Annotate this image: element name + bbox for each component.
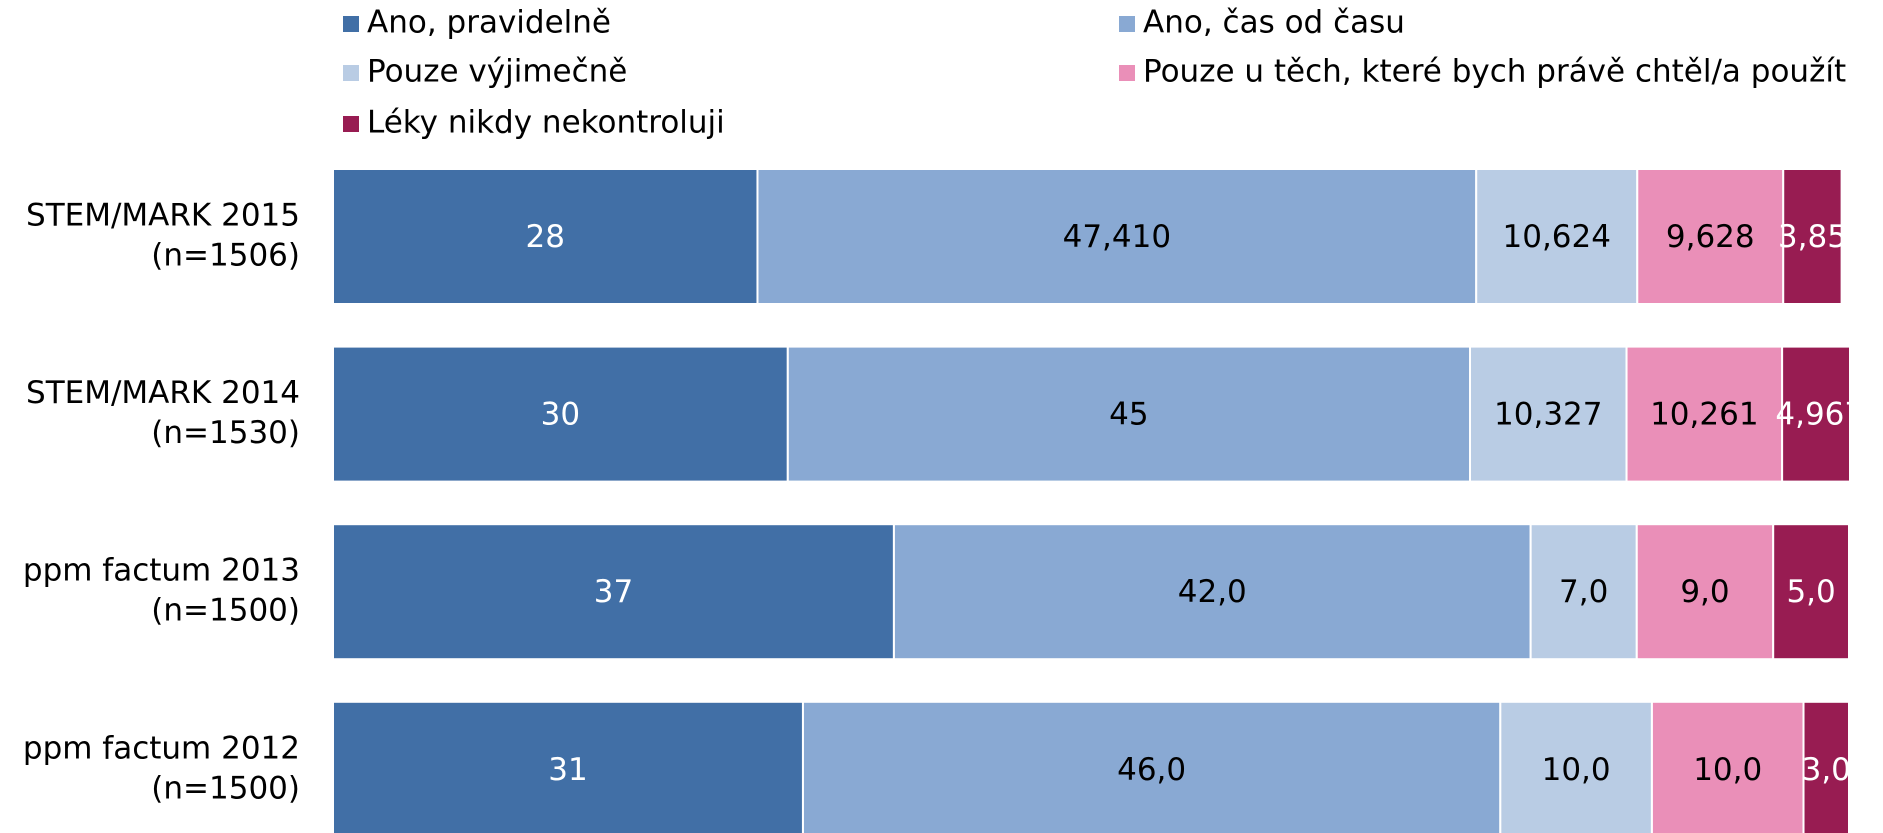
data-label: 4,967 bbox=[1775, 397, 1864, 433]
legend-label: Pouze u těch, které bych právě chtěl/a p… bbox=[1143, 54, 1846, 90]
bar-segment bbox=[332, 523, 895, 661]
bar-segment bbox=[1781, 345, 1849, 483]
legend-swatch bbox=[343, 65, 359, 81]
bar-segment bbox=[1475, 168, 1639, 305]
data-label: 37 bbox=[594, 574, 633, 610]
bar-segment bbox=[1499, 700, 1653, 833]
data-label: 9,628 bbox=[1666, 219, 1755, 255]
data-label: 5,0 bbox=[1786, 574, 1835, 610]
category-label: STEM/MARK 2015 (n=1506) bbox=[26, 197, 300, 273]
legend-label: Ano, čas od času bbox=[1143, 5, 1405, 41]
legend-label: Pouze výjimečně bbox=[367, 54, 627, 90]
data-label: 31 bbox=[548, 752, 587, 788]
legend-label: Léky nikdy nekontroluji bbox=[367, 105, 725, 141]
bar-segment bbox=[786, 345, 1471, 483]
legend-label: Ano, pravidelně bbox=[367, 5, 611, 41]
data-label: 3,0 bbox=[1802, 752, 1851, 788]
bar-segment bbox=[332, 168, 759, 305]
legend-swatch bbox=[343, 16, 359, 32]
category-label: ppm factum 2013 (n=1500) bbox=[23, 552, 300, 628]
category-label: STEM/MARK 2014 (n=1530) bbox=[26, 375, 300, 451]
data-label: 3,85 bbox=[1778, 219, 1847, 255]
data-label: 45 bbox=[1109, 397, 1148, 433]
bar-segment bbox=[1782, 168, 1843, 305]
bar-segment bbox=[332, 345, 789, 483]
data-label: 10,0 bbox=[1542, 752, 1611, 788]
bar-segment bbox=[1469, 345, 1628, 483]
data-label: 10,261 bbox=[1650, 397, 1758, 433]
legend-swatch bbox=[1119, 16, 1135, 32]
category-label: ppm factum 2012 (n=1500) bbox=[23, 730, 300, 806]
bar-segment bbox=[1772, 523, 1849, 661]
data-label: 10,0 bbox=[1693, 752, 1762, 788]
data-label: 7,0 bbox=[1559, 574, 1608, 610]
data-label: 10,624 bbox=[1503, 219, 1611, 255]
data-label: 47,410 bbox=[1063, 219, 1171, 255]
legend-swatch bbox=[343, 116, 359, 132]
bar-segment bbox=[1635, 523, 1775, 661]
data-label: 28 bbox=[526, 219, 565, 255]
bar-segment bbox=[1529, 523, 1638, 661]
data-label: 46,0 bbox=[1117, 752, 1186, 788]
bar-segment bbox=[1636, 168, 1785, 305]
plot-area: 28 47,410 10,624 9,628 3,85 30 45 10,327 10,261 4… bbox=[332, 168, 1864, 833]
bar-segment bbox=[756, 168, 1478, 305]
bar-segment bbox=[801, 700, 1502, 833]
bar-segment bbox=[892, 523, 1532, 661]
data-label: 10,327 bbox=[1494, 397, 1602, 433]
legend-swatch bbox=[1119, 65, 1135, 81]
data-label: 30 bbox=[541, 397, 580, 433]
data-label: 42,0 bbox=[1178, 574, 1247, 610]
bar-segment bbox=[1802, 700, 1849, 833]
data-label: 9,0 bbox=[1680, 574, 1729, 610]
bar-segment bbox=[1650, 700, 1805, 833]
bar-segment bbox=[1625, 345, 1784, 483]
